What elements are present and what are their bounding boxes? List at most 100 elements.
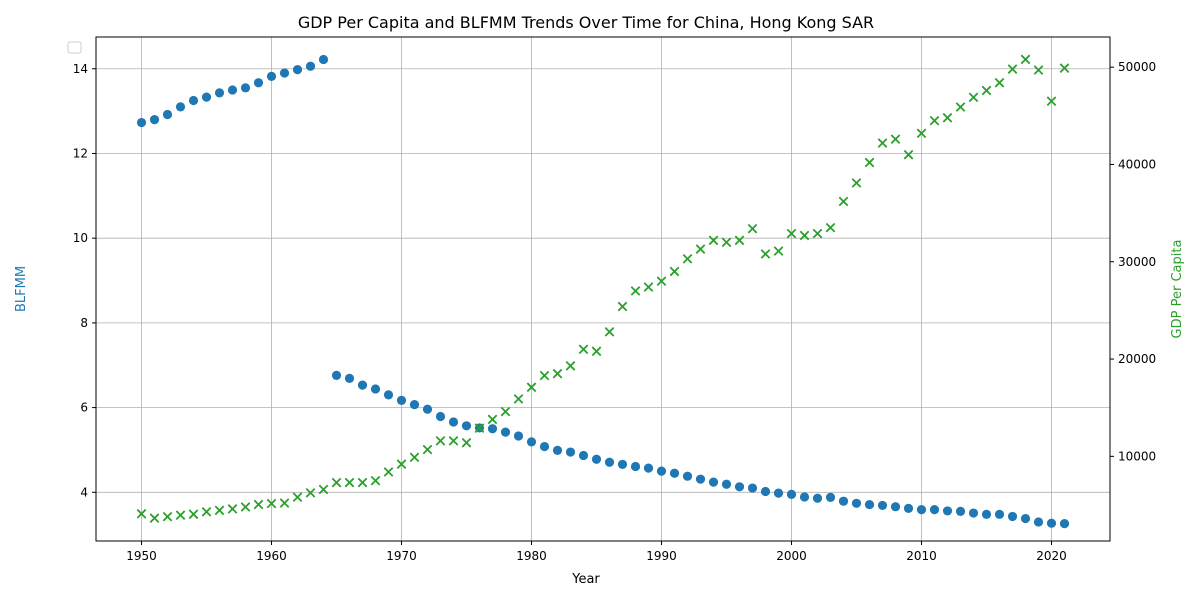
blfmm-point: [201, 92, 212, 102]
gdp-point: [942, 112, 953, 123]
gdp-point: [227, 504, 238, 514]
blfmm-point: [630, 461, 641, 472]
gdp-point: [461, 437, 472, 448]
blfmm-point: [877, 500, 888, 511]
blfmm-point: [318, 54, 329, 65]
x-tick-label: 2010: [906, 549, 937, 563]
y-right-tick-label: 50000: [1118, 60, 1156, 74]
gdp-point: [487, 414, 498, 425]
y-left-tick-label: 4: [80, 485, 88, 499]
blfmm-point: [162, 109, 173, 120]
blfmm-point: [1033, 517, 1044, 527]
blfmm-point: [591, 454, 602, 464]
gdp-point: [864, 157, 875, 168]
blfmm-point: [266, 71, 277, 81]
blfmm-point: [721, 479, 732, 489]
blfmm-point: [305, 61, 316, 71]
gdp-point: [929, 115, 940, 126]
gdp-point: [331, 477, 342, 488]
gdp-point: [279, 498, 290, 508]
y-left-tick-label: 10: [73, 231, 88, 245]
blfmm-point: [526, 437, 537, 447]
blfmm-point: [1046, 518, 1057, 528]
gdp-point: [994, 77, 1005, 88]
blfmm-point: [422, 404, 433, 414]
y-left-tick-label: 14: [73, 62, 88, 76]
gdp-point: [747, 223, 758, 234]
gdp-point: [162, 511, 173, 522]
blfmm-point: [578, 450, 589, 461]
blfmm-point: [552, 445, 563, 455]
blfmm-point: [409, 400, 420, 410]
y-left-tick-label: 12: [73, 146, 88, 160]
y-left-tick-label: 6: [80, 401, 88, 415]
blfmm-point: [864, 499, 875, 510]
blfmm-point: [760, 486, 771, 497]
gdp-point: [1046, 96, 1057, 107]
blfmm-point: [890, 502, 901, 512]
gdp-point: [214, 505, 225, 516]
x-tick-label: 1970: [386, 549, 417, 563]
gdp-point: [1059, 63, 1070, 73]
legend-box: [67, 41, 82, 54]
blfmm-point: [656, 466, 667, 476]
gdp-point: [903, 149, 914, 160]
gdp-point: [201, 506, 212, 517]
blfmm-point: [149, 114, 160, 125]
gdp-point: [708, 235, 719, 246]
blfmm-point: [968, 508, 979, 518]
gdp-point: [955, 102, 966, 112]
gdp-point: [513, 394, 524, 404]
blfmm-point: [786, 489, 797, 500]
gdp-point: [253, 499, 264, 510]
x-axis-label: Year: [571, 572, 600, 587]
gdp-point: [799, 230, 810, 241]
gdp-point: [344, 477, 355, 488]
gdp-point: [357, 477, 368, 488]
x-tick-label: 1960: [256, 549, 287, 563]
blfmm-point: [851, 498, 862, 508]
gdp-point: [435, 435, 446, 446]
gdp-point: [1033, 65, 1044, 75]
blfmm-point: [617, 459, 628, 469]
gdp-point: [318, 484, 329, 495]
blfmm-point: [136, 117, 147, 128]
gdp-point: [760, 249, 771, 259]
blfmm-point: [175, 102, 186, 112]
y-right-tick-label: 20000: [1118, 352, 1156, 366]
blfmm-point: [604, 457, 615, 467]
gdp-point: [643, 282, 654, 292]
blfmm-point: [500, 427, 511, 437]
gdp-point: [617, 301, 628, 312]
gdp-point: [474, 423, 485, 433]
blfmm-point: [838, 496, 849, 506]
blfmm-point: [513, 431, 524, 441]
gdp-point: [396, 459, 407, 469]
blfmm-point: [981, 509, 992, 519]
gdp-point: [877, 138, 888, 148]
gdp-point: [383, 467, 394, 477]
blfmm-point: [383, 390, 394, 400]
gdp-point: [695, 244, 706, 254]
blfmm-point: [214, 88, 225, 98]
blfmm-point: [994, 509, 1005, 519]
blfmm-point: [331, 370, 342, 380]
gdp-point: [370, 475, 381, 486]
plot-area-frame: [95, 36, 1111, 542]
blfmm-point: [903, 503, 914, 513]
gdp-point: [838, 196, 849, 207]
gdp-point: [669, 266, 680, 277]
x-tick-label: 1950: [126, 549, 157, 563]
blfmm-point: [825, 492, 836, 502]
gdp-point: [409, 452, 420, 463]
y-left-tick-label: 8: [80, 316, 88, 330]
x-tick-label: 1980: [516, 549, 547, 563]
blfmm-point: [279, 68, 290, 78]
gdp-point: [578, 344, 589, 355]
y-right-axis-label: GDP Per Capita: [1170, 240, 1185, 339]
gdp-point: [500, 406, 511, 417]
y-left-axis-label: BLFMM: [14, 266, 29, 312]
gdp-point: [565, 361, 576, 371]
